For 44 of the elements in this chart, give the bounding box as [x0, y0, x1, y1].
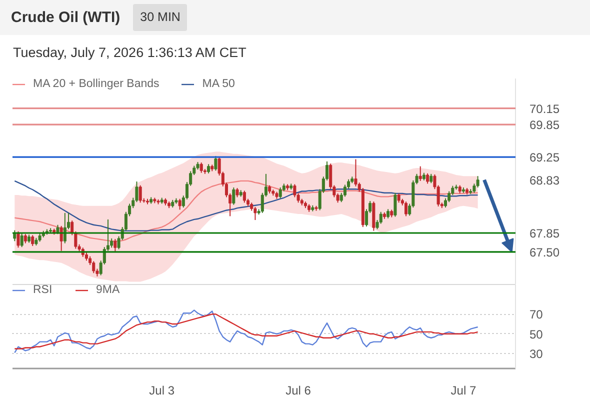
y-tick-label: 67.85 — [530, 226, 560, 240]
candlestick — [430, 173, 433, 184]
legend-label: MA 50 — [202, 78, 235, 90]
y-tick-label: 67.50 — [530, 245, 560, 260]
x-tick-label: Jul 3 — [149, 384, 175, 398]
candlestick — [236, 188, 239, 198]
candlestick — [31, 234, 34, 247]
candlestick — [114, 238, 117, 252]
candlestick — [214, 156, 218, 172]
candlestick — [232, 186, 236, 206]
y-tick-label: 68.83 — [530, 173, 560, 188]
line-series — [14, 180, 478, 232]
candlestick — [60, 225, 63, 252]
legend-label: MA 20 + Bollinger Bands — [33, 78, 160, 90]
candlestick — [138, 184, 142, 204]
candlestick — [200, 162, 203, 174]
candlestick — [386, 208, 390, 219]
y-tick-label: 69.85 — [530, 118, 560, 132]
candlestick — [207, 164, 210, 174]
y-tick-label: 70 — [530, 308, 544, 322]
candlestick — [426, 172, 430, 184]
candlestick — [178, 198, 182, 210]
candlestick — [20, 233, 24, 248]
legend-label: RSI — [33, 284, 53, 296]
candlestick — [418, 166, 422, 182]
candlestick — [254, 206, 257, 220]
y-tick-label: 69.25 — [530, 150, 560, 165]
candlestick — [278, 186, 282, 199]
y-tick-label: 30 — [530, 347, 544, 362]
candlestick — [16, 230, 20, 248]
chart-subtitle: Tuesday, July 7, 2026 1:36:13 AM CET — [12, 44, 248, 62]
y-tick-label: 50 — [530, 327, 544, 342]
candlestick — [242, 190, 246, 204]
chart-title: Crude Oil (WTI) — [11, 8, 120, 28]
text: 30 MIN — [133, 4, 188, 32]
y-tick-label: 70.15 — [530, 102, 560, 116]
candlestick — [92, 260, 96, 274]
candlestick — [404, 201, 408, 217]
candlestick — [394, 192, 397, 218]
x-tick-label: Jul 6 — [286, 384, 312, 398]
legend-label: 9MA — [96, 284, 120, 296]
candlestick — [397, 192, 400, 204]
x-tick-label: Jul 7 — [450, 384, 476, 398]
candlestick — [24, 234, 27, 244]
